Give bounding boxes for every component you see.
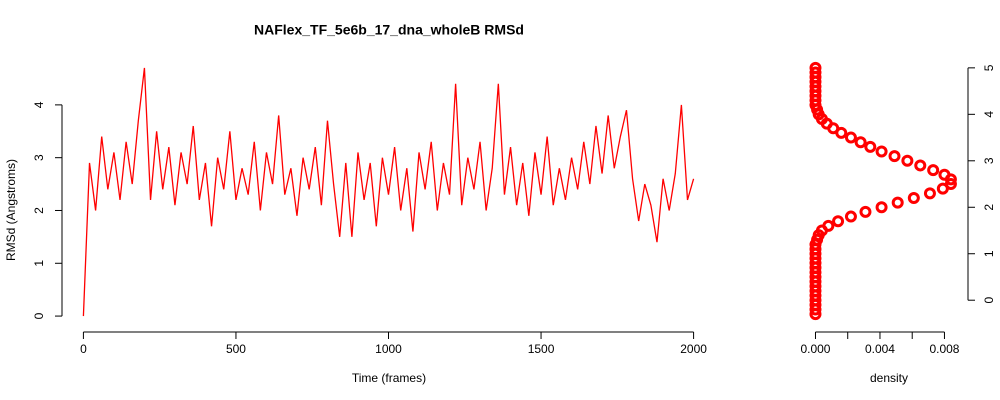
density-point	[888, 150, 901, 163]
y-tick-label: 1	[32, 260, 46, 267]
y-tick-label: 0	[32, 312, 46, 319]
density-point	[944, 178, 957, 191]
density-point	[809, 61, 822, 74]
density-point	[914, 159, 927, 172]
y-axis-label: RMSd (Angstroms)	[4, 159, 18, 261]
x-axis-label: density	[870, 371, 908, 385]
x-tick-label: 0.004	[865, 342, 895, 356]
x-tick-label: 500	[226, 342, 246, 356]
y-tick-label: 4	[982, 111, 996, 118]
density-point	[844, 131, 857, 144]
y-tick-label: 2	[982, 204, 996, 211]
density-point	[891, 196, 904, 209]
density-point	[809, 66, 822, 79]
line-series	[82, 67, 695, 317]
y-tick-label: 3	[32, 154, 46, 161]
density-point	[875, 201, 888, 214]
y-tick-label: 5	[982, 64, 996, 71]
x-tick-label: 2000	[680, 342, 707, 356]
y-tick-label: 3	[982, 157, 996, 164]
density-point	[938, 168, 951, 181]
x-tick-label: 0	[80, 342, 87, 356]
density-point	[822, 219, 835, 232]
y-tick-label: 2	[32, 207, 46, 214]
y-tick-label: 0	[982, 297, 996, 304]
density-point	[923, 187, 936, 200]
y-tick-label: 1	[982, 250, 996, 257]
density-point	[859, 205, 872, 218]
x-tick-label: 1500	[528, 342, 555, 356]
density-point	[927, 164, 940, 177]
x-tick-label: 0.008	[929, 342, 959, 356]
x-tick-label: 1000	[375, 342, 402, 356]
x-axis-label: Time (frames)	[352, 371, 426, 385]
chart-title: NAFlex_TF_5e6b_17_dna_wholeB RMSd	[254, 22, 524, 38]
density-point	[901, 154, 914, 167]
density-point	[875, 145, 888, 158]
x-tick-label: 0.000	[800, 342, 830, 356]
density-point	[844, 210, 857, 223]
density-point	[854, 136, 867, 149]
density-point	[864, 140, 877, 153]
density-point	[907, 191, 920, 204]
density-point	[832, 215, 845, 228]
y-tick-label: 4	[32, 101, 46, 108]
